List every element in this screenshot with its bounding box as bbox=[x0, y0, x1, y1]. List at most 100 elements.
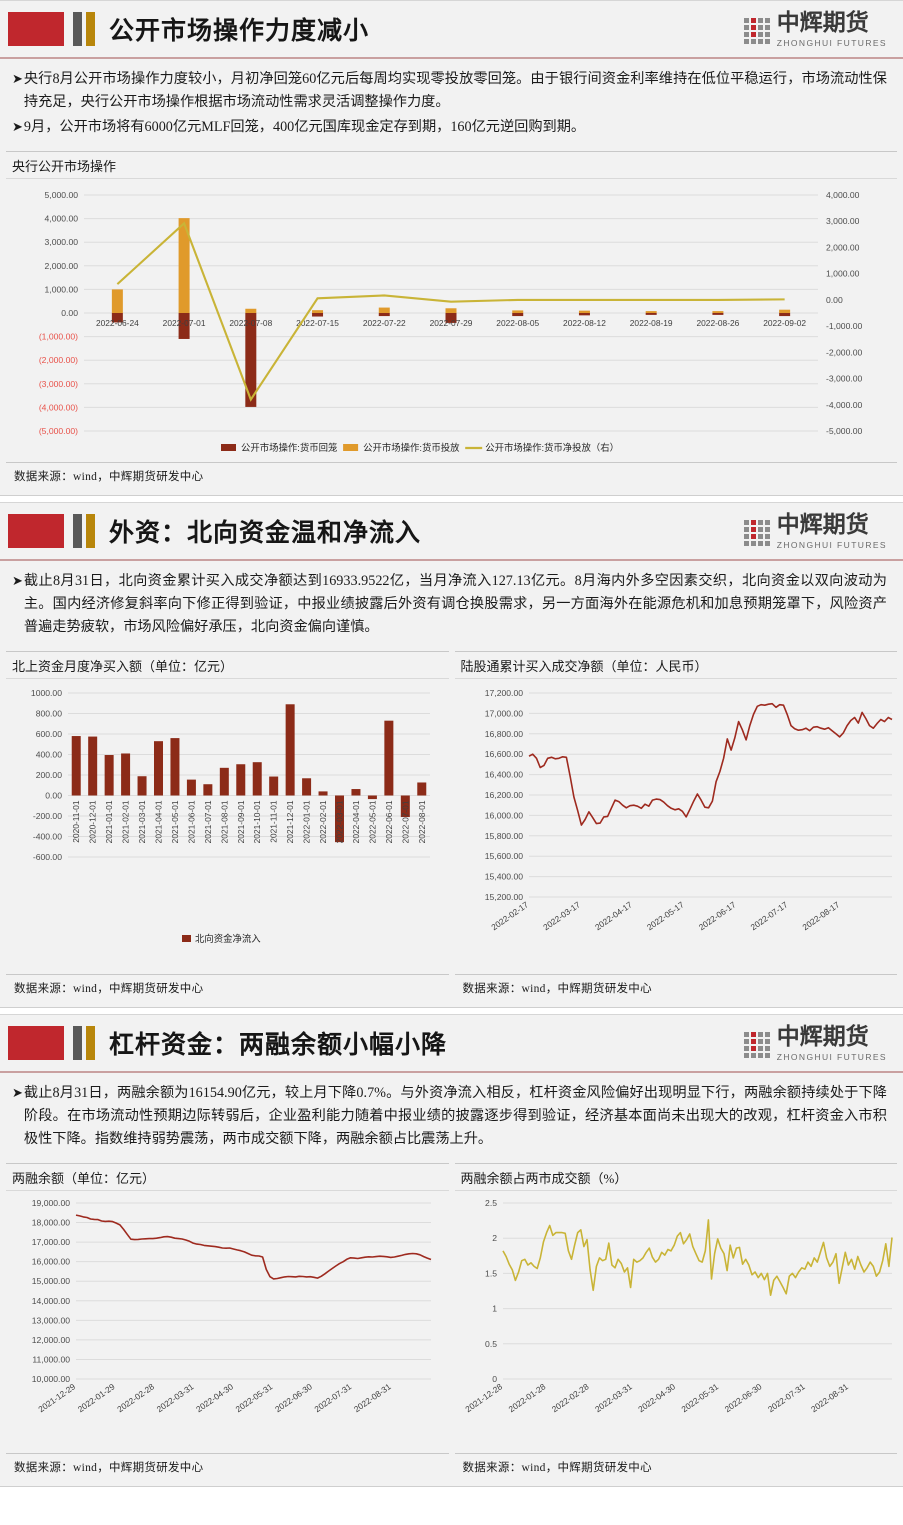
chart-svg: 17,200.00 17,000.00 16,800.00 16,600.00 16,4… bbox=[484, 688, 892, 932]
svg-text:17,000.00: 17,000.00 bbox=[484, 708, 522, 718]
svg-text:800.00: 800.00 bbox=[36, 709, 63, 719]
svg-text:2022-07-17: 2022-07-17 bbox=[748, 899, 789, 932]
svg-text:2022-06-24: 2022-06-24 bbox=[96, 318, 139, 328]
svg-text:16,400.00: 16,400.00 bbox=[484, 770, 522, 780]
bullet-text: 截止8月31日，北向资金累计买入成交净额达到16933.9522亿，当月净流入1… bbox=[23, 573, 887, 635]
section-margin: 杠杆资金：两融余额小幅小降 中辉期货 ZHONGHUI FUTURES ➤ 截止… bbox=[0, 1014, 903, 1487]
bullet-item: ➤ 截止8月31日，两融余额为16154.90亿元，较上月下降0.7%。与外资净… bbox=[12, 1082, 887, 1151]
header-red-block bbox=[8, 514, 64, 548]
svg-text:200.00: 200.00 bbox=[36, 770, 63, 780]
chart-margin-ratio: 2.5 2 1.5 1 0.5 0 2021-12-28 2022-01-28 2022-02-… bbox=[454, 1191, 897, 1453]
logo-name-en: ZHONGHUI FUTURES bbox=[776, 1052, 887, 1062]
svg-text:16,000.00: 16,000.00 bbox=[32, 1257, 70, 1267]
svg-text:2021-05-01: 2021-05-01 bbox=[170, 800, 180, 843]
header-red-block bbox=[8, 12, 64, 46]
brand-logo: 中辉期货 ZHONGHUI FUTURES bbox=[743, 10, 887, 50]
svg-text:2022-05-01: 2022-05-01 bbox=[367, 800, 377, 843]
svg-text:-4,000.00: -4,000.00 bbox=[826, 400, 863, 410]
svg-text:2022-06-30: 2022-06-30 bbox=[722, 1381, 763, 1414]
logo-grid-icon bbox=[743, 17, 770, 44]
svg-text:2022-07-29: 2022-07-29 bbox=[430, 318, 473, 328]
svg-text:1000.00: 1000.00 bbox=[31, 688, 62, 698]
svg-text:2022-07-22: 2022-07-22 bbox=[363, 318, 406, 328]
chart-svg: 5,000.00 4,000.00 3,000.00 2,000.00 1,000.00… bbox=[39, 190, 863, 453]
header-gray-bar bbox=[73, 514, 82, 548]
chart-northbound-monthly: 1000.00 800.00 600.00 400.00 200.00 0.00 -200.… bbox=[6, 679, 449, 974]
logo-name-cn: 中辉期货 bbox=[776, 10, 869, 35]
page-title: 公开市场操作力度减小 bbox=[109, 18, 370, 45]
svg-text:2022-02-17: 2022-02-17 bbox=[489, 899, 530, 932]
chart-source: 数据来源：wind，中辉期货研发中心 bbox=[454, 974, 897, 1001]
svg-text:2021-12-29: 2021-12-29 bbox=[36, 1381, 77, 1414]
report-page: 公开市场操作力度减小 中辉期货 ZHONGHUI FUTURES ➤ 央行8月公… bbox=[0, 0, 903, 1487]
svg-text:(1,000.00): (1,000.00) bbox=[39, 332, 78, 342]
svg-text:2020-12-01: 2020-12-01 bbox=[88, 800, 98, 843]
svg-text:2021-04-01: 2021-04-01 bbox=[154, 800, 164, 843]
svg-text:-600.00: -600.00 bbox=[33, 852, 62, 862]
svg-text:2021-12-01: 2021-12-01 bbox=[285, 800, 295, 843]
svg-text:2022-07-08: 2022-07-08 bbox=[229, 318, 272, 328]
svg-text:2022-07-31: 2022-07-31 bbox=[765, 1381, 806, 1414]
section-header: 公开市场操作力度减小 中辉期货 ZHONGHUI FUTURES bbox=[0, 1, 903, 59]
bullet-item: ➤ 9月，公开市场将有6000亿元MLF回笼，400亿元国库现金定存到期，160… bbox=[12, 116, 887, 139]
chart-title: 两融余额（单位：亿元） bbox=[6, 1164, 449, 1191]
header-gray-bar bbox=[73, 1026, 82, 1060]
svg-text:1,000.00: 1,000.00 bbox=[826, 269, 860, 279]
bullet-item: ➤ 截止8月31日，北向资金累计买入成交净额达到16933.9522亿，当月净流… bbox=[12, 570, 887, 639]
svg-text:2.5: 2.5 bbox=[485, 1198, 497, 1208]
svg-text:0.5: 0.5 bbox=[485, 1339, 497, 1349]
svg-text:-2,000.00: -2,000.00 bbox=[826, 347, 863, 357]
section-body: ➤ 央行8月公开市场操作力度较小，月初净回笼60亿元后每周均实现零投放零回笼。由… bbox=[0, 59, 903, 147]
svg-text:(5,000.00): (5,000.00) bbox=[39, 426, 78, 436]
svg-text:15,000.00: 15,000.00 bbox=[32, 1276, 70, 1286]
svg-text:0: 0 bbox=[492, 1374, 497, 1384]
svg-text:4,000.00: 4,000.00 bbox=[45, 214, 79, 224]
svg-text:2022-01-29: 2022-01-29 bbox=[76, 1381, 117, 1414]
logo-grid-icon bbox=[743, 519, 770, 546]
svg-text:17,200.00: 17,200.00 bbox=[484, 688, 522, 698]
svg-text:3,000.00: 3,000.00 bbox=[45, 237, 79, 247]
svg-text:2021-06-01: 2021-06-01 bbox=[186, 800, 196, 843]
svg-text:2,000.00: 2,000.00 bbox=[826, 242, 860, 252]
svg-text:2022-03-17: 2022-03-17 bbox=[541, 899, 582, 932]
bullet-text: 截止8月31日，两融余额为16154.90亿元，较上月下降0.7%。与外资净流入… bbox=[23, 1085, 887, 1147]
chart-title: 北上资金月度净买入额（单位：亿元） bbox=[6, 652, 449, 679]
svg-text:18,000.00: 18,000.00 bbox=[32, 1218, 70, 1228]
svg-text:(2,000.00): (2,000.00) bbox=[39, 355, 78, 365]
svg-text:2022-03-01: 2022-03-01 bbox=[335, 800, 345, 843]
svg-text:15,400.00: 15,400.00 bbox=[484, 872, 522, 882]
svg-text:公开市场操作:货币净投放（右）: 公开市场操作:货币净投放（右） bbox=[485, 442, 619, 453]
svg-text:2021-07-01: 2021-07-01 bbox=[203, 800, 213, 843]
svg-text:2022-06-01: 2022-06-01 bbox=[384, 800, 394, 843]
header-gray-bar bbox=[73, 12, 82, 46]
header-gold-bar bbox=[86, 12, 95, 46]
logo-name-cn: 中辉期货 bbox=[776, 512, 869, 537]
svg-text:2022-07-15: 2022-07-15 bbox=[296, 318, 339, 328]
chart-title: 央行公开市场操作 bbox=[6, 152, 897, 179]
svg-text:15,800.00: 15,800.00 bbox=[484, 831, 522, 841]
bullet-arrow-icon: ➤ bbox=[12, 573, 23, 588]
svg-text:11,000.00: 11,000.00 bbox=[32, 1354, 70, 1364]
svg-text:2021-10-01: 2021-10-01 bbox=[252, 800, 262, 843]
svg-text:-1,000.00: -1,000.00 bbox=[826, 321, 863, 331]
svg-text:12,000.00: 12,000.00 bbox=[32, 1335, 70, 1345]
bullet-item: ➤ 央行8月公开市场操作力度较小，月初净回笼60亿元后每周均实现零投放零回笼。由… bbox=[12, 68, 887, 114]
svg-text:2021-02-01: 2021-02-01 bbox=[121, 800, 131, 843]
svg-text:2021-08-01: 2021-08-01 bbox=[219, 800, 229, 843]
svg-text:15,600.00: 15,600.00 bbox=[484, 851, 522, 861]
svg-text:2022-06-30: 2022-06-30 bbox=[273, 1381, 314, 1414]
svg-text:-200.00: -200.00 bbox=[33, 811, 62, 821]
svg-text:2022-07-01: 2022-07-01 bbox=[400, 800, 410, 843]
logo-name-en: ZHONGHUI FUTURES bbox=[776, 38, 887, 48]
bullet-arrow-icon: ➤ bbox=[12, 71, 23, 86]
bullet-text: 9月，公开市场将有6000亿元MLF回笼，400亿元国库现金定存到期，160亿元… bbox=[23, 119, 586, 135]
chart-svg: 19,000.00 18,000.00 17,000.00 16,000.00 15,0… bbox=[32, 1198, 432, 1414]
section-omo: 公开市场操作力度减小 中辉期货 ZHONGHUI FUTURES ➤ 央行8月公… bbox=[0, 0, 903, 496]
svg-text:600.00: 600.00 bbox=[36, 729, 63, 739]
svg-text:2022-03-31: 2022-03-31 bbox=[155, 1381, 196, 1414]
svg-text:13,000.00: 13,000.00 bbox=[32, 1315, 70, 1325]
svg-text:2022-05-31: 2022-05-31 bbox=[679, 1381, 720, 1414]
bullet-arrow-icon: ➤ bbox=[12, 119, 23, 134]
logo-grid-icon bbox=[743, 1031, 770, 1058]
